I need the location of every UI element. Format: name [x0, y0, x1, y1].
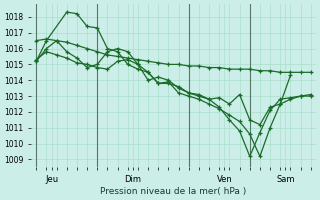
X-axis label: Pression niveau de la mer( hPa ): Pression niveau de la mer( hPa ): [100, 187, 247, 196]
